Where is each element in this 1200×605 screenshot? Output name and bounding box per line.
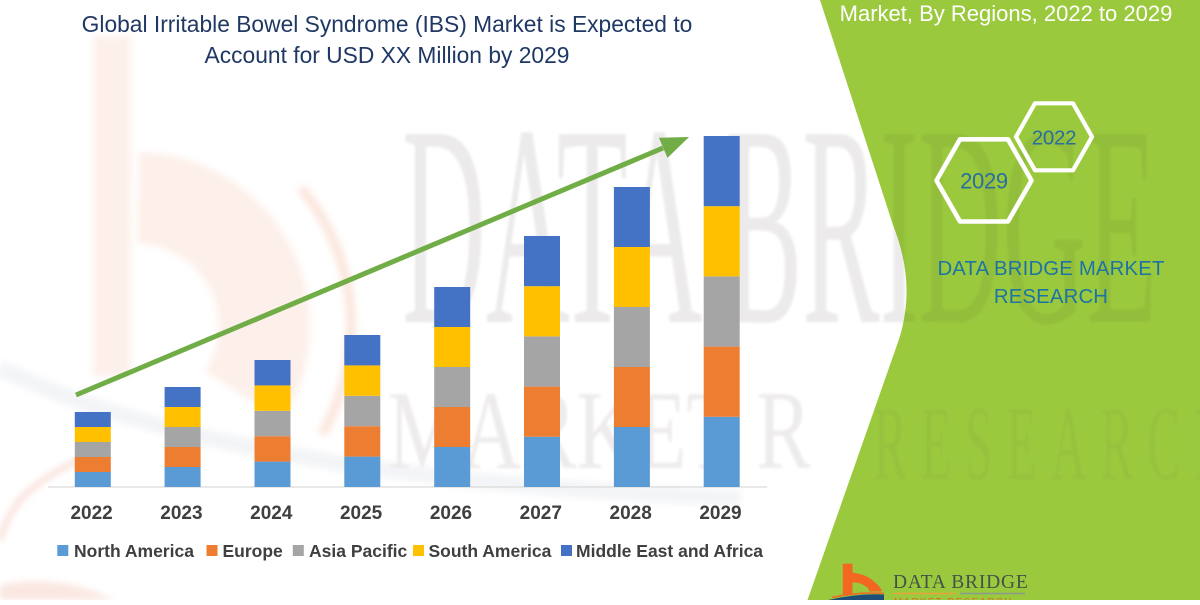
- svg-text:2022: 2022: [70, 503, 112, 524]
- svg-text:RESEARCH: RESEARCH: [994, 286, 1108, 308]
- svg-text:2025: 2025: [340, 503, 383, 524]
- svg-text:2029: 2029: [699, 503, 741, 524]
- svg-text:Asia Pacific: Asia Pacific: [309, 541, 408, 561]
- svg-text:2023: 2023: [160, 503, 202, 524]
- svg-text:Europe: Europe: [223, 541, 284, 561]
- svg-text:Account for USD XX Million by: Account for USD XX Million by 2029: [205, 42, 570, 68]
- svg-text:2029: 2029: [960, 169, 1008, 194]
- svg-text:Global Irritable Bowel Syndrom: Global Irritable Bowel Syndrome (IBS) Ma…: [82, 11, 693, 37]
- svg-text:2026: 2026: [430, 503, 472, 524]
- svg-text:2028: 2028: [610, 503, 652, 524]
- svg-text:DATA BRIDGE: DATA BRIDGE: [893, 572, 1029, 593]
- svg-text:MARKET RESEARCH: MARKET RESEARCH: [894, 597, 1013, 601]
- svg-text:South America: South America: [429, 541, 552, 561]
- svg-text:2024: 2024: [250, 503, 293, 524]
- svg-text:2027: 2027: [520, 503, 562, 524]
- svg-text:2022: 2022: [1032, 127, 1076, 150]
- svg-text:Middle East and Africa: Middle East and Africa: [576, 541, 763, 561]
- svg-text:DATA BRIDGE MARKET: DATA BRIDGE MARKET: [937, 258, 1164, 280]
- svg-text:Market, By Regions, 2022 to 20: Market, By Regions, 2022 to 2029: [840, 1, 1173, 26]
- svg-text:North America: North America: [74, 541, 194, 561]
- svg-text:RESEARCH: RESEARCH: [874, 385, 1200, 502]
